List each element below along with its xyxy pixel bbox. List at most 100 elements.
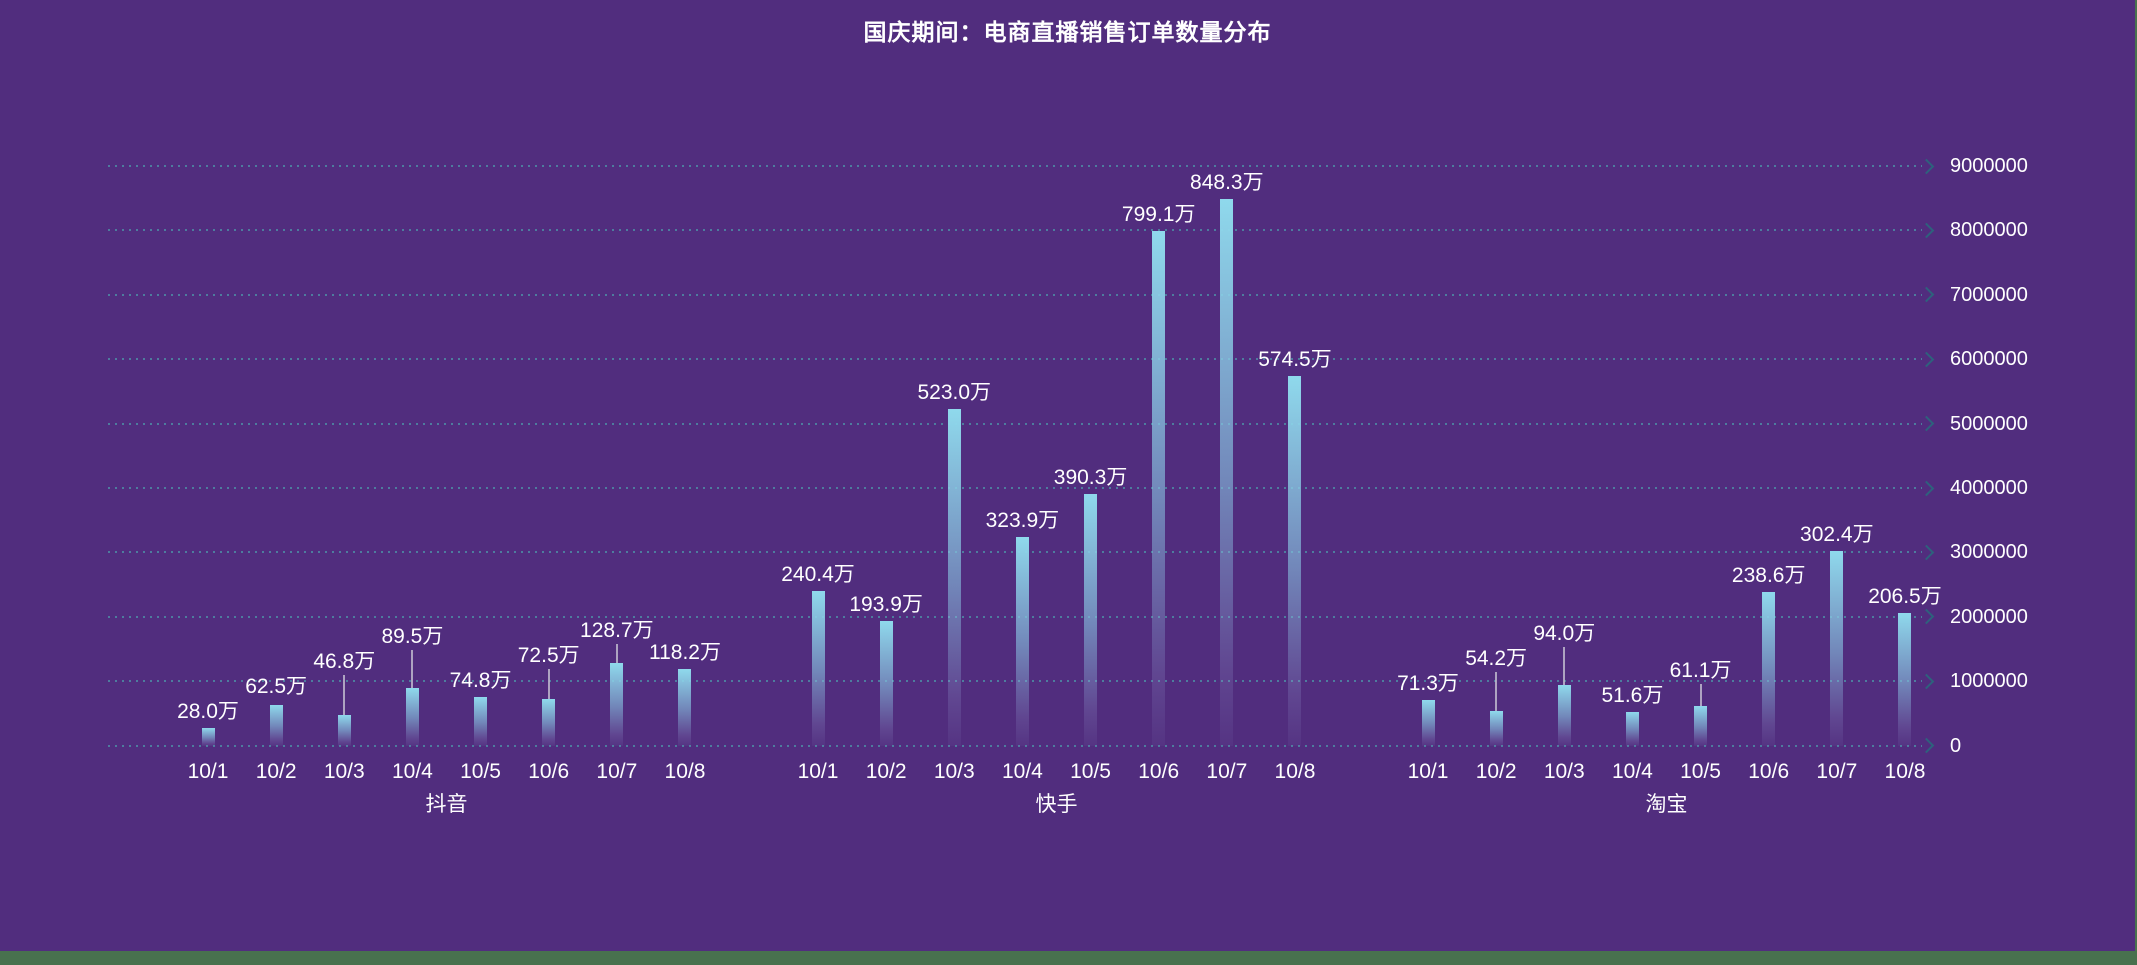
bar-value-label: 94.0万 xyxy=(1533,621,1596,645)
axis-arrow-icon xyxy=(1918,673,1935,689)
bar-value-label: 62.5万 xyxy=(245,674,308,698)
chart-title: 国庆期间：电商直播销售订单数量分布 xyxy=(863,19,1272,45)
bar xyxy=(1084,494,1098,746)
bar xyxy=(201,727,215,746)
y-tick-label: 3000000 xyxy=(1950,541,2028,564)
bar-value-label: 89.5万 xyxy=(381,624,444,648)
date-label: 10/7 xyxy=(1816,760,1858,783)
bar-value-label: 61.1万 xyxy=(1669,659,1732,683)
bar-value-label: 848.3万 xyxy=(1190,171,1264,195)
bar-value-label: 302.4万 xyxy=(1800,522,1874,546)
axis-arrow-icon xyxy=(1918,480,1935,496)
bar xyxy=(1489,710,1503,746)
bar-value-label: 238.6万 xyxy=(1731,563,1806,587)
y-tick-label: 9000000 xyxy=(1950,155,2028,177)
gridline xyxy=(108,551,1922,554)
bar xyxy=(474,697,488,746)
bar-value-label: 240.4万 xyxy=(781,562,855,586)
bar xyxy=(1898,612,1912,746)
bar xyxy=(1015,537,1029,746)
date-label: 10/5 xyxy=(1680,760,1721,783)
label-leader-line xyxy=(1563,646,1566,686)
bar xyxy=(1557,685,1571,746)
date-label: 10/7 xyxy=(596,760,638,783)
label-leader-line xyxy=(411,649,414,688)
y-tick-label: 7000000 xyxy=(1950,283,2028,306)
date-label: 10/2 xyxy=(865,760,907,783)
date-label: 10/1 xyxy=(1407,760,1449,783)
y-tick-label: 2000000 xyxy=(1950,605,2028,628)
bar xyxy=(1421,699,1435,746)
bar-value-label: 28.0万 xyxy=(177,699,239,723)
bar xyxy=(1762,591,1776,746)
group-label: 淘宝 xyxy=(1645,793,1688,816)
date-label: 10/6 xyxy=(528,760,570,783)
gridline xyxy=(108,744,1922,747)
date-label: 10/5 xyxy=(460,760,501,783)
date-label: 10/4 xyxy=(1001,760,1043,783)
bar-value-label: 71.3万 xyxy=(1397,671,1459,695)
gridline xyxy=(108,358,1922,361)
date-label: 10/6 xyxy=(1748,760,1790,783)
date-label: 10/1 xyxy=(797,760,839,783)
axis-arrow-icon xyxy=(1918,609,1935,625)
bar xyxy=(542,698,556,746)
axis-arrow-icon xyxy=(1918,158,1935,174)
label-leader-line xyxy=(1495,671,1498,711)
label-leader-line xyxy=(615,644,618,663)
date-label: 10/4 xyxy=(1611,760,1653,783)
date-label: 10/5 xyxy=(1070,760,1111,783)
gridline xyxy=(108,293,1922,296)
bar-value-label: 118.2万 xyxy=(648,641,721,665)
bar-value-label: 206.5万 xyxy=(1868,584,1942,608)
footer-strip xyxy=(0,951,2137,965)
bar-value-label: 51.6万 xyxy=(1601,684,1664,708)
date-label: 10/8 xyxy=(1274,760,1316,783)
gridline xyxy=(108,680,1922,683)
label-leader-line xyxy=(343,674,346,716)
bar-value-label: 72.5万 xyxy=(517,644,580,668)
gridline xyxy=(108,229,1922,232)
axis-arrow-icon xyxy=(1918,287,1935,303)
date-label: 10/1 xyxy=(187,760,229,783)
date-label: 10/3 xyxy=(933,760,975,783)
bar-value-label: 128.7万 xyxy=(580,619,654,643)
date-label: 10/8 xyxy=(1884,760,1926,783)
y-tick-label: 4000000 xyxy=(1950,477,2028,499)
date-label: 10/6 xyxy=(1138,760,1180,783)
bar xyxy=(1152,230,1166,746)
gridline xyxy=(108,165,1922,167)
date-label: 10/2 xyxy=(1475,760,1517,783)
bar-value-label: 574.5万 xyxy=(1258,347,1332,371)
group-label: 抖音 xyxy=(425,793,468,816)
bar xyxy=(1288,375,1302,746)
axis-arrow-icon xyxy=(1918,544,1935,561)
date-label: 10/3 xyxy=(1543,760,1585,783)
bar-value-label: 46.8万 xyxy=(313,649,376,673)
y-tick-label: 8000000 xyxy=(1950,219,2028,242)
date-label: 10/3 xyxy=(323,760,365,783)
bar xyxy=(1830,550,1844,746)
y-tick-label: 6000000 xyxy=(1950,348,2028,371)
bar xyxy=(811,590,825,746)
bar xyxy=(1625,712,1639,746)
bar-value-label: 523.0万 xyxy=(917,380,992,404)
date-label: 10/4 xyxy=(391,760,433,783)
axis-arrow-icon xyxy=(1918,415,1935,432)
date-label: 10/8 xyxy=(664,760,706,783)
y-tick-label: 5000000 xyxy=(1950,412,2028,435)
label-leader-line xyxy=(547,669,550,699)
bar xyxy=(678,669,692,746)
bar-value-label: 74.8万 xyxy=(449,669,512,693)
gridline xyxy=(108,615,1922,618)
bar xyxy=(879,620,893,746)
group-label: 快手 xyxy=(1035,793,1078,816)
y-tick-label: 1000000 xyxy=(1950,670,2028,693)
axis-arrow-icon xyxy=(1918,222,1935,239)
bar xyxy=(1220,199,1234,746)
axis-arrow-icon xyxy=(1918,737,1935,754)
date-label: 10/7 xyxy=(1206,760,1248,783)
date-label: 10/2 xyxy=(255,760,297,783)
bar xyxy=(337,715,351,746)
